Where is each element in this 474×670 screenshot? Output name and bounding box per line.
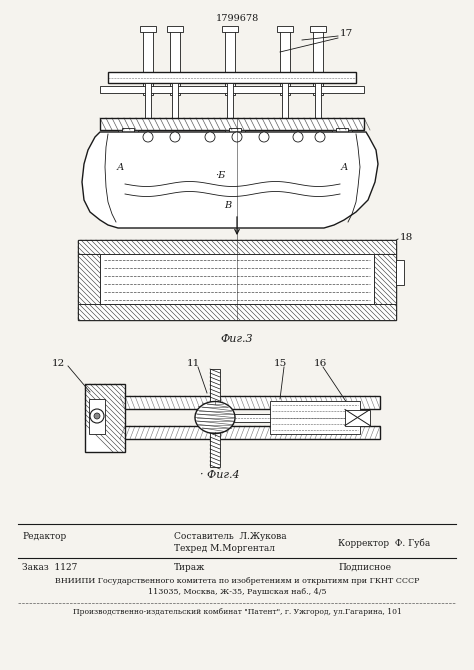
Bar [241,130,245,136]
Bar [100,86,364,93]
Bar [134,130,138,136]
Bar [315,83,321,128]
Bar [85,384,125,452]
Text: Заказ  1127: Заказ 1127 [22,563,77,572]
Text: 15: 15 [273,360,287,368]
Polygon shape [82,132,378,228]
Text: 18: 18 [400,232,413,241]
Bar [220,413,365,421]
Bar [277,26,293,32]
Bar [167,26,183,32]
Bar [332,130,336,136]
Bar [100,254,374,304]
Text: · Фиг.4: · Фиг.4 [200,470,240,480]
Text: А: А [116,163,124,172]
Circle shape [90,409,104,423]
Text: Техред М.Моргентал: Техред М.Моргентал [174,544,275,553]
Text: Составитель  Л.Жукова: Составитель Л.Жукова [174,532,287,541]
Text: Фиг.3: Фиг.3 [221,334,253,344]
Bar [108,72,356,83]
Bar [170,30,180,95]
Bar [225,30,235,95]
Circle shape [315,132,325,142]
Text: 12: 12 [51,360,64,368]
Circle shape [170,132,180,142]
Bar [210,369,220,467]
Text: Корректор  Ф. Губа: Корректор Ф. Губа [338,538,430,547]
Text: 113035, Москва, Ж-35, Раушская наб., 4/5: 113035, Москва, Ж-35, Раушская наб., 4/5 [148,588,326,596]
Text: 11: 11 [186,360,200,368]
Bar [122,128,134,142]
Circle shape [293,132,303,142]
Bar [348,130,352,136]
Bar [172,83,178,128]
Bar [222,26,238,32]
Text: Тираж: Тираж [174,563,205,572]
Text: Подписное: Подписное [338,563,391,572]
Bar [78,304,396,320]
Circle shape [205,132,215,142]
Bar [118,130,122,136]
Bar [280,30,290,95]
Bar [100,118,364,130]
Text: 17: 17 [340,29,353,38]
Bar [374,254,396,304]
Text: ВНИИПИ Государственного комитета по изобретениям и открытиям при ГКНТ СССР: ВНИИПИ Государственного комитета по изоб… [55,577,419,585]
Bar [140,26,156,32]
Bar [120,396,380,409]
Bar [78,254,100,304]
Text: А: А [340,163,348,172]
Bar [145,83,151,128]
Bar [313,30,323,95]
Text: ·Б: ·Б [215,172,225,180]
Text: В: В [224,202,232,210]
Bar [120,426,380,439]
Bar [270,401,360,434]
Polygon shape [195,401,235,433]
Bar [78,240,396,320]
Bar [225,130,229,136]
Circle shape [232,132,242,142]
Bar [282,83,288,128]
Bar [78,240,396,254]
Bar [229,128,241,142]
Bar [345,409,370,425]
Bar [89,399,105,434]
Bar [396,260,404,285]
Text: Редактор: Редактор [22,532,66,541]
Circle shape [143,132,153,142]
Bar [336,128,348,142]
Circle shape [259,132,269,142]
Text: Производственно-издательский комбинат "Патент", г. Ужгород, ул.Гагарина, 101: Производственно-издательский комбинат "П… [73,608,401,616]
Text: 16: 16 [313,360,327,368]
Circle shape [94,413,100,419]
Bar [310,26,326,32]
Bar [227,83,233,128]
Bar [143,30,153,95]
Text: 1799678: 1799678 [215,14,259,23]
